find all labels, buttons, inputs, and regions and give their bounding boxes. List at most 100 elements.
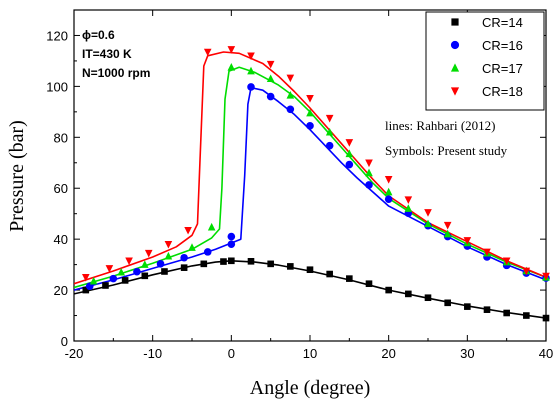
data-point-cr-14 xyxy=(365,280,373,288)
data-point-cr-14 xyxy=(228,257,235,265)
data-point-cr-14 xyxy=(326,270,333,278)
data-point-cr-17 xyxy=(325,127,334,136)
x-tick-label: -10 xyxy=(143,346,162,361)
data-point-cr-18 xyxy=(463,237,472,245)
data-point-cr-17 xyxy=(286,90,295,99)
data-point-cr-14 xyxy=(306,266,314,274)
condition-intake-temperature: IT=430 K xyxy=(82,47,132,61)
data-point-cr-14 xyxy=(542,314,550,322)
data-point-cr-18 xyxy=(306,95,314,103)
data-point-cr-18 xyxy=(404,196,413,204)
data-point-cr-18 xyxy=(502,257,511,266)
data-point-cr-14 xyxy=(523,312,530,319)
data-point-cr-14 xyxy=(121,277,129,284)
data-point-cr-14 xyxy=(141,272,149,280)
data-point-cr-16 xyxy=(365,181,373,189)
data-point-cr-18 xyxy=(443,221,452,230)
data-point-cr-14 xyxy=(405,290,412,298)
data-point-cr-17 xyxy=(424,219,432,228)
data-point-cr-14 xyxy=(82,286,90,294)
data-point-cr-18 xyxy=(82,274,90,282)
data-point-cr-16 xyxy=(227,232,236,241)
data-point-cr-14 xyxy=(444,299,451,307)
data-point-cr-14 xyxy=(200,260,208,268)
data-point-cr-14 xyxy=(220,258,227,265)
data-point-cr-14 xyxy=(464,303,471,310)
series-symbols xyxy=(82,46,550,322)
y-tick-label: 80 xyxy=(54,130,68,145)
data-point-cr-17 xyxy=(404,204,413,212)
data-point-cr-18 xyxy=(522,267,531,276)
data-point-cr-14 xyxy=(247,258,255,265)
legend-marker-cr-16 xyxy=(450,40,460,50)
data-point-cr-17 xyxy=(207,222,216,231)
axis-ticks: -20 -10 0 10 20 30 40 0 20 40 60 80 100 120 xyxy=(46,10,553,361)
annotation-symbols-source: Symbols: Present study xyxy=(385,143,508,158)
data-point-cr-14 xyxy=(180,264,188,271)
data-point-cr-18 xyxy=(247,52,255,61)
data-point-cr-16 xyxy=(306,122,314,130)
legend-marker-cr-18 xyxy=(450,87,460,96)
x-axis-title: Angle (degree) xyxy=(250,377,371,399)
data-point-cr-17 xyxy=(306,108,314,117)
data-point-cr-17 xyxy=(443,229,452,238)
legend-box xyxy=(425,11,545,111)
data-point-cr-16 xyxy=(286,105,295,114)
data-point-cr-18 xyxy=(203,48,212,57)
data-point-cr-18 xyxy=(325,114,334,123)
legend-label-cr-18: CR=18 xyxy=(482,84,523,99)
data-point-cr-17 xyxy=(141,260,149,268)
y-axis-title: Pressure (bar) xyxy=(6,120,28,232)
data-point-cr-18 xyxy=(542,272,550,281)
data-point-cr-16 xyxy=(345,160,354,169)
legend-marker-cr-17 xyxy=(450,63,460,72)
data-point-cr-18 xyxy=(424,209,432,217)
data-point-cr-17 xyxy=(117,267,125,276)
annotation-lines-source: lines: Rahbari (2012) xyxy=(385,118,495,133)
data-point-cr-17 xyxy=(266,74,275,83)
data-point-cr-17 xyxy=(345,149,354,158)
data-point-cr-16 xyxy=(266,92,275,101)
x-tick-label: 30 xyxy=(460,346,474,361)
data-point-cr-18 xyxy=(144,249,153,258)
data-point-cr-14 xyxy=(503,309,510,317)
data-point-cr-16 xyxy=(180,253,188,262)
legend-label-cr-16: CR=16 xyxy=(482,38,523,53)
data-point-cr-18 xyxy=(227,46,236,54)
data-point-cr-16 xyxy=(203,248,212,256)
data-point-cr-17 xyxy=(89,276,98,285)
data-point-cr-14 xyxy=(424,294,432,302)
data-point-cr-17 xyxy=(247,66,255,75)
y-tick-label: 60 xyxy=(54,181,68,196)
data-point-cr-18 xyxy=(105,265,114,273)
data-point-cr-18 xyxy=(184,226,192,235)
y-tick-label: 120 xyxy=(46,28,68,43)
data-point-cr-16 xyxy=(109,274,118,283)
data-point-cr-16 xyxy=(384,195,393,203)
data-point-cr-16 xyxy=(133,267,141,276)
x-tick-label: -20 xyxy=(65,346,84,361)
y-tick-label: 100 xyxy=(46,79,68,94)
data-point-cr-16 xyxy=(156,260,165,268)
y-tick-label: 0 xyxy=(61,334,68,349)
data-point-cr-14 xyxy=(346,275,353,282)
x-tick-label: 20 xyxy=(381,346,395,361)
y-tick-label: 40 xyxy=(54,232,68,247)
legend: CR=14 CR=16 CR=17 CR=18 xyxy=(450,15,523,99)
data-point-cr-14 xyxy=(161,268,168,275)
x-tick-label: 40 xyxy=(539,346,553,361)
data-point-cr-14 xyxy=(102,282,109,289)
condition-phi: ϕ=0.6 xyxy=(82,28,115,42)
data-point-cr-18 xyxy=(483,248,491,257)
data-point-cr-17 xyxy=(188,243,196,251)
legend-marker-cr-14 xyxy=(451,18,459,26)
data-point-cr-17 xyxy=(365,168,373,177)
data-point-cr-14 xyxy=(483,306,491,313)
data-point-cr-16 xyxy=(227,240,236,249)
data-point-cr-18 xyxy=(266,60,275,69)
x-tick-label: 10 xyxy=(303,346,317,361)
data-point-cr-14 xyxy=(385,286,392,294)
data-point-cr-18 xyxy=(345,139,354,147)
data-point-cr-17 xyxy=(384,187,393,196)
